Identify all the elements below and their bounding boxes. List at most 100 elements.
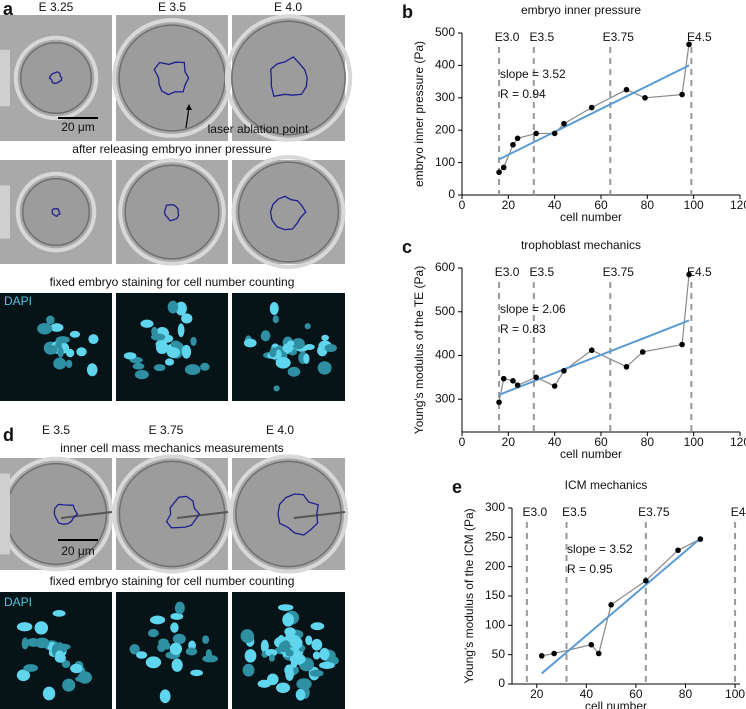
data-point [697, 536, 704, 542]
nucleus [147, 629, 159, 638]
embryo-zona [13, 35, 99, 121]
y-tick-label: 200 [435, 122, 455, 136]
nucleus [268, 654, 275, 662]
x-axis-label: cell number [560, 210, 622, 224]
y-axis-label: Young's modulus of the TE (Pa) [412, 266, 426, 434]
cavity-outline [270, 56, 308, 98]
cavity-outline [277, 493, 319, 536]
x-tick-label: 20 [502, 198, 516, 212]
nucleus [132, 362, 145, 370]
x-tick-label: 40 [548, 435, 562, 449]
x-tick-label: 60 [594, 435, 608, 449]
embryo-zona [228, 454, 349, 574]
nucleus [244, 649, 257, 663]
x-tick-label: 120 [730, 435, 746, 449]
nucleus [272, 315, 279, 324]
nucleus [266, 673, 279, 686]
nucleus [123, 352, 137, 360]
annotation: slope = 2.06 [500, 302, 566, 316]
embryo [21, 177, 91, 247]
data-point [608, 602, 614, 608]
y-tick-label: 100 [435, 155, 455, 169]
embryo-zona [118, 158, 226, 266]
arrow [185, 106, 190, 129]
x-axis-label: cell number [585, 699, 647, 709]
data-point [551, 130, 558, 137]
nucleus [304, 323, 311, 330]
nucleus [319, 647, 330, 661]
nucleus [151, 326, 158, 337]
x-tick-label: 100 [684, 198, 704, 212]
nucleus [23, 664, 39, 672]
nucleus [61, 660, 71, 669]
nucleus [190, 669, 203, 677]
chart-title: embryo inner pressure [521, 3, 641, 17]
embryo-zona [231, 155, 346, 269]
nucleus [21, 637, 29, 650]
data-point [686, 41, 692, 48]
data-point [588, 104, 595, 111]
charts: b embryo inner pressure cell number embryo … [402, 2, 746, 709]
annotation: slope = 3.52 [567, 542, 633, 556]
stain-label: DAPI [4, 595, 32, 609]
chart-title: trophoblast mechanics [521, 238, 641, 252]
data-point [675, 547, 681, 554]
x-tick-label: 0 [459, 198, 466, 212]
x-tick-label: 20 [530, 687, 544, 701]
y-tick-label: 500 [435, 25, 455, 39]
nucleus [140, 319, 154, 328]
caption: fixed embryo staining for cell number co… [50, 574, 295, 588]
x-tick-label: 0 [459, 435, 466, 449]
nucleus [52, 609, 66, 617]
stage-label: E3.0 [495, 265, 520, 279]
x-tick-label: 100 [725, 687, 745, 701]
nucleus [157, 643, 166, 653]
cavity-outline [51, 208, 61, 218]
nucleus [273, 385, 280, 392]
data-point [551, 383, 558, 389]
nucleus [276, 682, 291, 694]
data-point [643, 577, 649, 584]
data-point [533, 130, 539, 137]
scale-bar-label: 20 μm [61, 120, 95, 134]
nucleus [277, 604, 294, 611]
data-point [642, 95, 648, 101]
annotation: laser ablation point [208, 122, 309, 136]
data-point [496, 169, 502, 176]
panel-label: a [3, 0, 14, 19]
nucleus [153, 364, 166, 372]
nucleus [181, 344, 192, 359]
data-point [561, 120, 567, 127]
nucleus [202, 654, 218, 663]
x-tick-label: 80 [641, 435, 655, 449]
y-tick-label: 400 [435, 348, 455, 362]
nucleus [312, 651, 321, 660]
nucleus [303, 353, 310, 365]
data-point [551, 650, 557, 657]
nucleus [321, 334, 329, 341]
nucleus [311, 638, 323, 651]
stage-label: E3.0 [495, 30, 520, 44]
nucleus [287, 340, 295, 347]
y-tick-label: 200 [485, 559, 505, 573]
stage-label: E3.75 [603, 265, 635, 279]
pipette [0, 473, 10, 555]
nucleus [55, 650, 65, 662]
nucleus [34, 621, 49, 635]
nucleus [170, 612, 184, 620]
y-tick-label: 0 [448, 187, 455, 201]
x-axis-label: cell number [560, 447, 622, 461]
nucleus [177, 323, 185, 338]
stage-label: E4.5 [687, 265, 712, 279]
arrow-head [186, 104, 192, 110]
indenter [293, 511, 346, 519]
nucleus [287, 366, 301, 377]
x-tick-label: 60 [629, 687, 643, 701]
nucleus [269, 347, 277, 358]
nucleus [205, 649, 213, 659]
nucleus [291, 338, 305, 350]
nucleus [65, 359, 73, 369]
nucleus [16, 622, 33, 632]
nucleus [202, 635, 210, 644]
chart-title: ICM mechanics [565, 478, 648, 492]
